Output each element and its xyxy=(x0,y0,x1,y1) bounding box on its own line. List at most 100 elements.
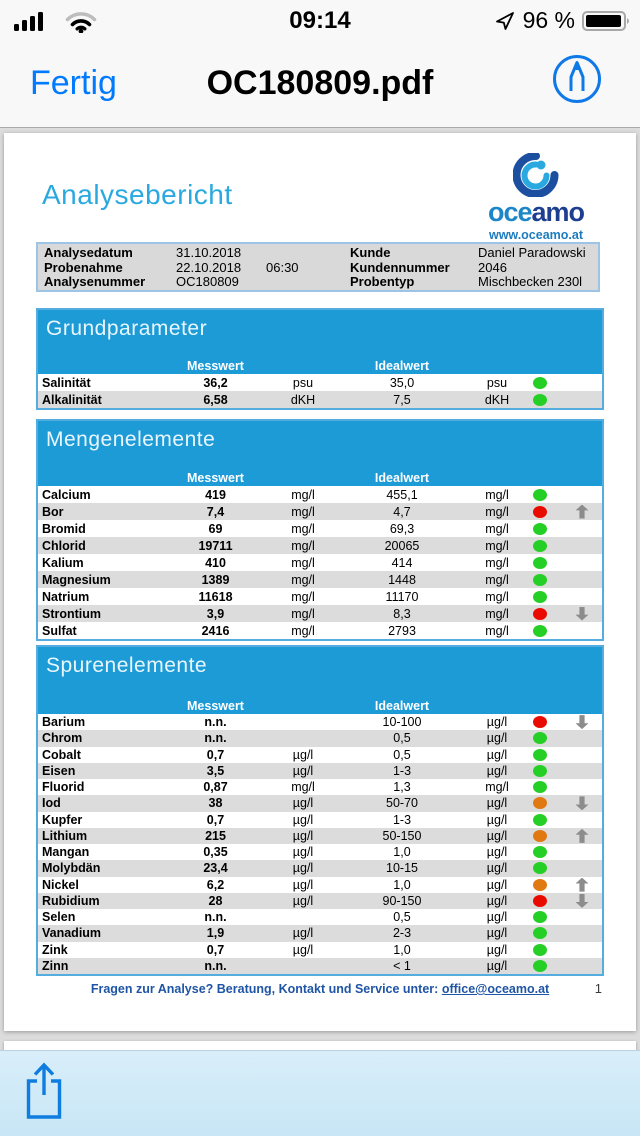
status-dot-green xyxy=(533,846,547,859)
ideal-unit: mg/l xyxy=(485,555,509,570)
table-row: Cobalt 0,7 µg/l 0,5 µg/l xyxy=(38,747,602,763)
table-row: Chrom n.n. 0,5 µg/l xyxy=(38,730,602,747)
ideal-value: < 1 xyxy=(393,958,411,973)
measured-value: 69 xyxy=(208,521,223,536)
col-header-idealwert: Idealwert xyxy=(374,471,430,485)
section-header: Mengenelemente Messwert Idealwert xyxy=(38,421,602,486)
table-row: Zink 0,7 µg/l 1,0 µg/l xyxy=(38,942,602,958)
battery-icon xyxy=(582,10,629,31)
section-title: Mengenelemente xyxy=(46,428,216,451)
ideal-value: 11170 xyxy=(385,589,419,604)
ideal-unit: µg/l xyxy=(486,763,508,778)
element-name: Bor xyxy=(42,504,64,519)
measured-value: 7,4 xyxy=(206,504,225,519)
element-name: Sulfat xyxy=(42,623,77,638)
status-cell xyxy=(518,781,562,794)
ideal-unit: µg/l xyxy=(486,731,508,746)
status-dot-green xyxy=(533,813,547,826)
status-dot-green xyxy=(533,943,547,956)
status-dot-green xyxy=(533,590,547,603)
status-dot-green xyxy=(533,764,547,777)
status-dot-green xyxy=(533,393,547,406)
trend-cell xyxy=(562,893,602,908)
measured-unit: µg/l xyxy=(292,763,314,778)
measured-value: 215 xyxy=(205,828,226,843)
status-cell xyxy=(518,556,562,569)
status-cell xyxy=(518,607,562,620)
pdf-page-1: Analysebericht oceamo www.oceamo.at Anal… xyxy=(4,133,636,1031)
trend-down-icon xyxy=(575,796,589,811)
markup-pen-button[interactable] xyxy=(551,53,603,105)
ideal-unit: µg/l xyxy=(486,942,508,957)
measured-value: 0,7 xyxy=(206,747,225,762)
ideal-value: 1,3 xyxy=(393,780,411,795)
measured-unit: µg/l xyxy=(292,747,314,762)
measured-value: 36,2 xyxy=(203,375,228,390)
ideal-unit: mg/l xyxy=(485,623,509,638)
measured-value: 419 xyxy=(205,487,226,502)
measured-unit: mg/l xyxy=(291,555,315,570)
element-name: Bromid xyxy=(42,521,86,536)
element-name: Barium xyxy=(42,715,86,730)
footer-email-link[interactable]: office@oceamo.at xyxy=(441,982,550,996)
ideal-value: 10-15 xyxy=(386,861,418,876)
info-label: Analysenummer xyxy=(44,274,146,290)
status-cell xyxy=(518,488,562,501)
table-row: Chlorid 19711 mg/l 20065 mg/l xyxy=(38,537,602,554)
status-dot-green xyxy=(533,539,547,552)
status-cell xyxy=(518,846,562,859)
measured-value: 11618 xyxy=(198,589,233,604)
measured-value: n.n. xyxy=(204,910,227,925)
status-cell xyxy=(518,813,562,826)
status-cell xyxy=(518,732,562,745)
status-cell xyxy=(518,624,562,637)
status-dot-green xyxy=(533,911,547,924)
measured-value: n.n. xyxy=(204,715,227,730)
status-dot-green xyxy=(533,927,547,940)
measured-unit: mg/l xyxy=(291,538,315,553)
info-row: Probenahme 22.10.2018 06:30 Kundennummer… xyxy=(38,259,598,276)
info-label: Probentyp xyxy=(350,274,415,290)
element-name: Magnesium xyxy=(42,572,111,587)
element-name: Zink xyxy=(42,942,68,957)
signal-bars-icon xyxy=(14,12,43,31)
oceamo-logo: oceamo www.oceamo.at xyxy=(470,153,602,245)
status-dot-red xyxy=(533,505,547,518)
table-row: Lithium 215 µg/l 50-150 µg/l xyxy=(38,827,602,844)
measured-unit: mg/l xyxy=(291,521,315,536)
measured-unit: mg/l xyxy=(291,487,315,502)
ideal-value: 90-150 xyxy=(382,893,422,908)
measured-unit: µg/l xyxy=(292,845,314,860)
column-headers: Messwert Idealwert xyxy=(38,471,602,485)
ideal-value: 50-150 xyxy=(382,828,422,843)
measured-value: n.n. xyxy=(204,958,227,973)
measured-unit: µg/l xyxy=(292,926,314,941)
element-name: Molybdän xyxy=(42,861,101,876)
share-button[interactable] xyxy=(24,1059,64,1121)
oceamo-wave-icon xyxy=(513,153,559,197)
status-cell xyxy=(518,539,562,552)
document-filename: OC180809.pdf xyxy=(206,64,434,102)
status-dot-red xyxy=(533,716,547,729)
table-row: Kalium 410 mg/l 414 mg/l xyxy=(38,554,602,571)
sample-info-table: Analysedatum 31.10.2018 Kunde Daniel Par… xyxy=(36,242,600,292)
table-row: Nickel 6,2 µg/l 1,0 µg/l xyxy=(38,877,602,893)
table-row: Kupfer 0,7 µg/l 1-3 µg/l xyxy=(38,812,602,828)
brand-name: oceamo xyxy=(470,199,602,226)
status-cell xyxy=(518,959,562,972)
element-name: Vanadium xyxy=(42,926,102,941)
info-label: Kundennummer xyxy=(350,259,450,275)
info-value: Mischbecken 230l xyxy=(478,274,583,290)
brand-amo: amo xyxy=(531,197,586,227)
ideal-unit: µg/l xyxy=(486,893,508,908)
element-name: Kupfer xyxy=(42,812,83,827)
bottom-toolbar xyxy=(0,1050,640,1136)
done-button[interactable]: Fertig xyxy=(30,64,117,102)
measured-unit: µg/l xyxy=(292,828,314,843)
ideal-unit: mg/l xyxy=(485,606,509,621)
measured-value: 0,87 xyxy=(203,780,228,795)
element-name: Calcium xyxy=(42,487,91,502)
ideal-value: 69,3 xyxy=(389,521,415,536)
status-dot-green xyxy=(533,488,547,501)
measured-value: 6,58 xyxy=(203,392,228,407)
